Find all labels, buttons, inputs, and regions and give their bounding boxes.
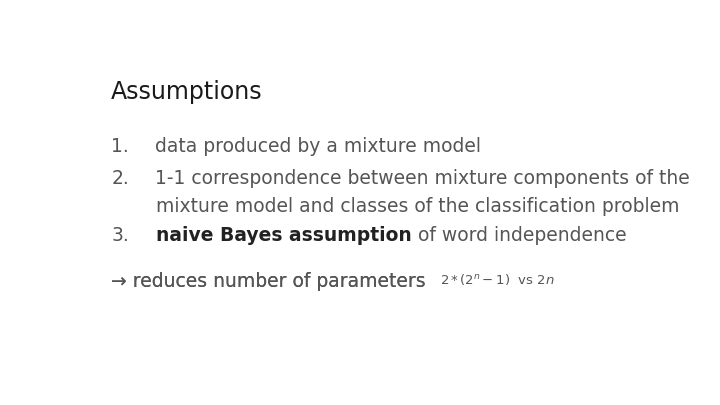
Text: → reduces number of parameters: → reduces number of parameters — [111, 272, 426, 290]
Text: of word independence: of word independence — [412, 226, 626, 245]
Text: → reduces number of parameters: → reduces number of parameters — [111, 272, 426, 290]
Text: $2\,{*}\,(2^n - 1)$  $\mathregular{vs}\ 2n$: $2\,{*}\,(2^n - 1)$ $\mathregular{vs}\ 2… — [440, 272, 554, 287]
Text: Assumptions: Assumptions — [111, 80, 263, 104]
Text: mixture model and classes of the classification problem: mixture model and classes of the classif… — [156, 197, 680, 216]
Text: data produced by a mixture model: data produced by a mixture model — [143, 137, 481, 156]
Text: 1.: 1. — [111, 137, 129, 156]
Text: naive Bayes assumption: naive Bayes assumption — [156, 226, 412, 245]
Text: 3.: 3. — [111, 226, 129, 245]
Text: 1-1 correspondence between mixture components of the: 1-1 correspondence between mixture compo… — [143, 168, 690, 188]
Text: 2.: 2. — [111, 168, 129, 188]
